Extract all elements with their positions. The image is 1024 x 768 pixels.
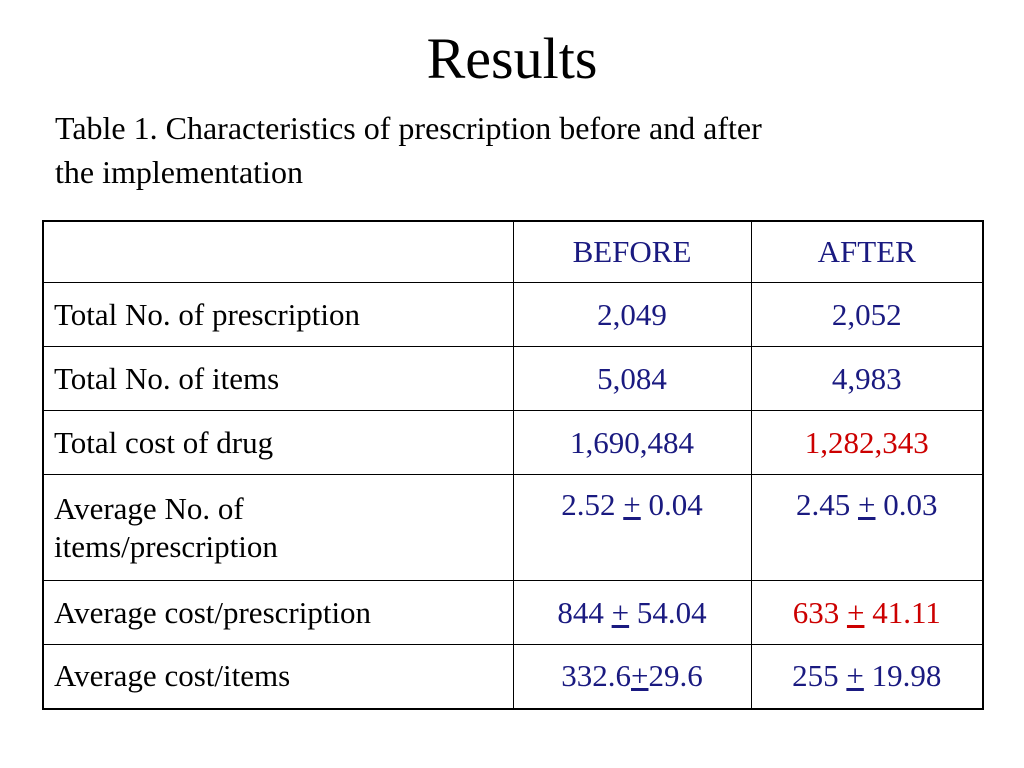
row-label: Total cost of drug (42, 410, 514, 475)
after-value: 2.45 + 0.03 (750, 474, 984, 581)
after-value-highlighted: 1,282,343 (750, 410, 984, 475)
after-sd: 19.98 (863, 658, 942, 694)
after-sd: 0.03 (875, 487, 938, 522)
table-header-row: BEFORE AFTER (42, 220, 984, 283)
table-row-total-prescriptions: Total No. of prescription 2,049 2,052 (42, 282, 984, 347)
header-empty-cell (42, 220, 514, 283)
slide-title: Results (426, 26, 598, 91)
table-caption-line-2: the implementation (55, 154, 303, 190)
row-label: Total No. of items (42, 346, 514, 411)
before-value: 2,049 (512, 282, 752, 347)
before-mean: 332.6 (561, 658, 631, 694)
after-value: 255 + 19.98 (750, 644, 984, 709)
before-sd: 0.04 (640, 487, 703, 522)
table-row-total-items: Total No. of items 5,084 4,983 (42, 346, 984, 411)
plus-minus-sign: + (623, 487, 641, 522)
after-mean: 633 (792, 594, 847, 630)
plus-minus-sign: + (611, 594, 630, 630)
before-mean: 2.52 (561, 487, 624, 522)
table-row-avg-cost-per-prescription: Average cost/prescription 844 + 54.04 63… (42, 580, 984, 645)
header-after: AFTER (750, 220, 984, 283)
row-label: Average cost/items (42, 644, 514, 709)
row-label: Average cost/prescription (42, 580, 514, 645)
after-mean: 255 (792, 658, 847, 694)
before-value: 5,084 (512, 346, 752, 411)
before-value: 1,690,484 (512, 410, 752, 475)
table-caption-line-1: Table 1. Characteristics of prescription… (55, 110, 762, 146)
row-label-line-1: Average No. of (54, 490, 244, 526)
row-label-line-2: items/prescription (54, 528, 278, 564)
after-value: 4,983 (750, 346, 984, 411)
before-value: 332.6+29.6 (512, 644, 752, 709)
table-caption: Table 1. Characteristics of prescription… (55, 106, 955, 194)
row-label: Total No. of prescription (42, 282, 514, 347)
after-sd: 41.11 (864, 594, 941, 630)
table-row-total-cost: Total cost of drug 1,690,484 1,282,343 (42, 410, 984, 475)
plus-minus-sign: + (858, 487, 876, 522)
before-sd: 29.6 (648, 658, 703, 694)
before-sd: 54.04 (629, 594, 707, 630)
plus-minus-sign: + (631, 658, 649, 694)
after-value: 2,052 (750, 282, 984, 347)
before-value: 844 + 54.04 (512, 580, 752, 645)
after-value-highlighted: 633 + 41.11 (750, 580, 984, 645)
header-before: BEFORE (512, 220, 752, 283)
after-mean: 2.45 (796, 487, 858, 522)
before-mean: 844 (557, 594, 612, 630)
row-label: Average No. of items/prescription (42, 474, 514, 581)
before-value: 2.52 + 0.04 (512, 474, 752, 581)
table-row-avg-cost-per-item: Average cost/items 332.6+29.6 255 + 19.9… (42, 644, 984, 709)
plus-minus-sign: + (846, 594, 865, 630)
plus-minus-sign: + (846, 658, 864, 694)
table-row-avg-items-per-prescription: Average No. of items/prescription 2.52 +… (42, 474, 984, 581)
results-table: BEFORE AFTER Total No. of prescription 2… (42, 220, 984, 710)
